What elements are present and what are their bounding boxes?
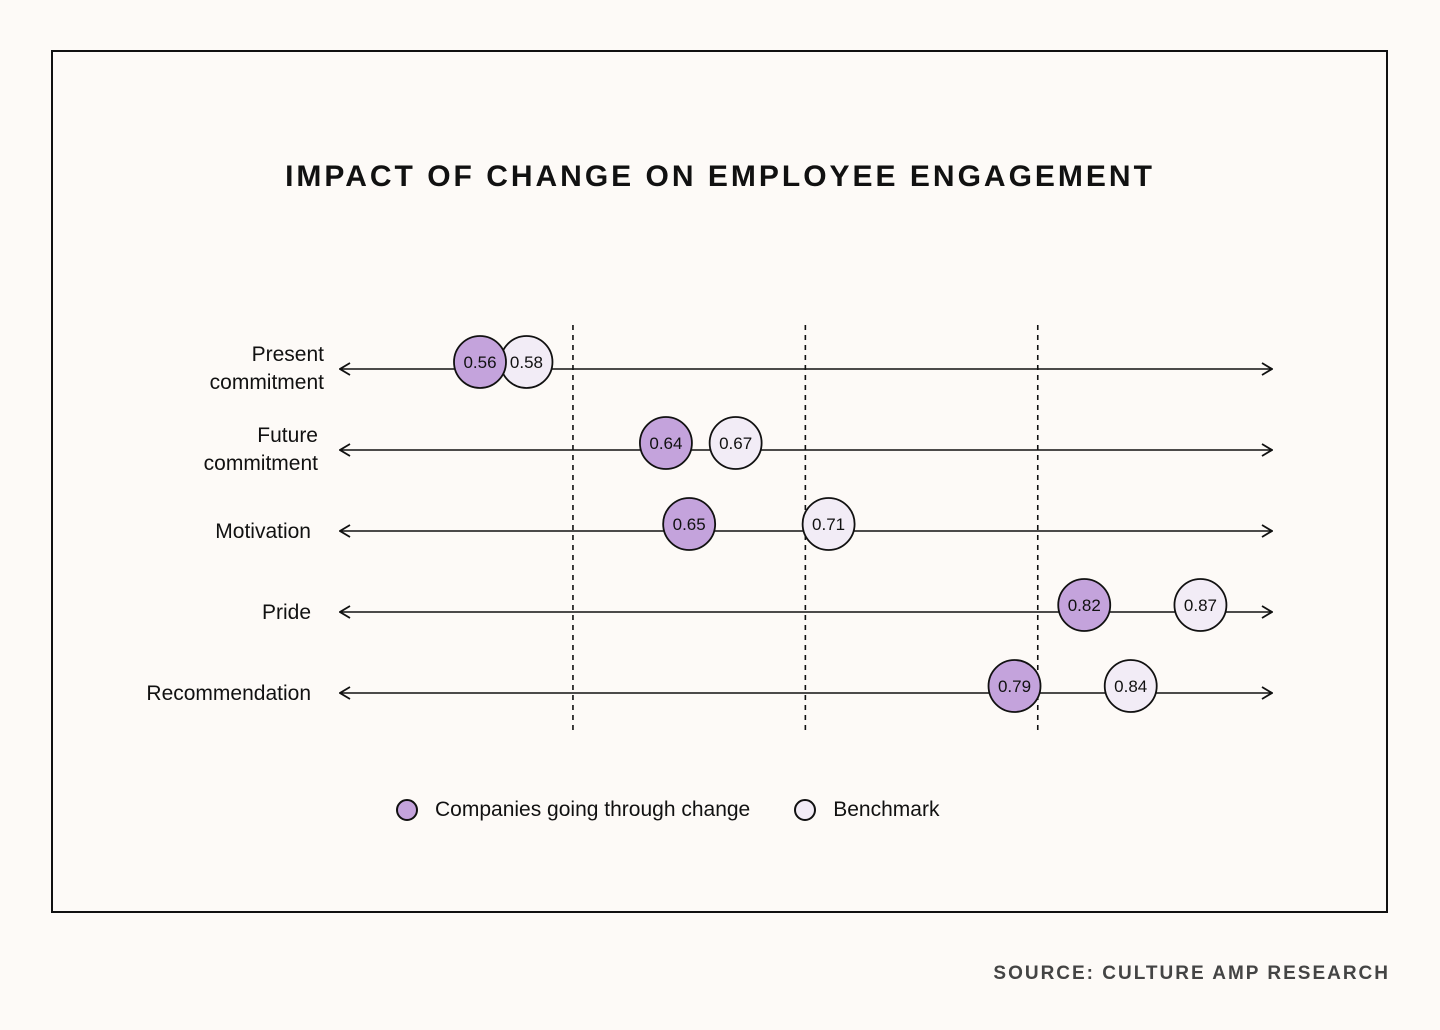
change-dot [987, 659, 1042, 713]
data-label: 0.65 [673, 515, 706, 534]
row-label-line: Motivation [215, 520, 311, 543]
legend-item-change: Companies going through change [396, 798, 750, 822]
row-motivation: Motivation 0.71 0.65 [215, 497, 1272, 551]
row-label: Future commitment [204, 424, 319, 475]
chart-frame [51, 50, 1388, 913]
data-label: 0.79 [998, 677, 1031, 696]
data-label: 0.64 [649, 434, 682, 453]
data-label: 0.56 [463, 353, 496, 372]
row-label: Recommendation [146, 682, 311, 705]
data-label: 0.84 [1114, 677, 1147, 696]
row-label-line: commitment [210, 371, 325, 394]
benchmark-dot [1103, 659, 1158, 713]
row-recommendation: Recommendation 0.84 0.79 [146, 659, 1272, 713]
change-dot [453, 335, 507, 389]
row-label: Motivation [215, 520, 311, 543]
row-pride: Pride 0.87 0.82 [262, 578, 1272, 632]
row-label-line: Future [257, 424, 318, 447]
legend-item-benchmark: Benchmark [794, 798, 939, 822]
row-label-line: Pride [262, 601, 311, 624]
benchmark-dot [708, 416, 763, 470]
chart-title: IMPACT OF CHANGE ON EMPLOYEE ENGAGEMENT [285, 160, 1155, 193]
data-label: 0.67 [719, 434, 752, 453]
row-future-commitment: Future commitment 0.67 0.64 [204, 416, 1272, 475]
legend: Companies going through change Benchmark [396, 798, 983, 822]
legend-label-benchmark: Benchmark [833, 798, 940, 821]
legend-label-change: Companies going through change [435, 798, 751, 821]
row-label-line: Recommendation [146, 682, 311, 705]
benchmark-dot [1173, 578, 1228, 632]
data-label: 0.71 [812, 515, 845, 534]
source-note: SOURCE: CULTURE AMP RESEARCH [993, 963, 1390, 984]
data-label: 0.82 [1068, 596, 1101, 615]
change-dot [662, 497, 717, 551]
data-label: 0.87 [1184, 596, 1217, 615]
legend-swatch-change [396, 799, 418, 821]
change-dot [639, 416, 693, 470]
data-label: 0.58 [510, 353, 543, 372]
row-label-line: Present [252, 343, 325, 366]
change-dot [1057, 578, 1112, 632]
row-present-commitment: Present commitment 0.58 0.56 [210, 335, 1272, 394]
benchmark-dot [801, 497, 856, 551]
row-label-line: commitment [204, 452, 319, 475]
row-label: Present commitment [210, 343, 325, 394]
legend-swatch-benchmark [794, 799, 817, 821]
row-label: Pride [262, 601, 311, 624]
